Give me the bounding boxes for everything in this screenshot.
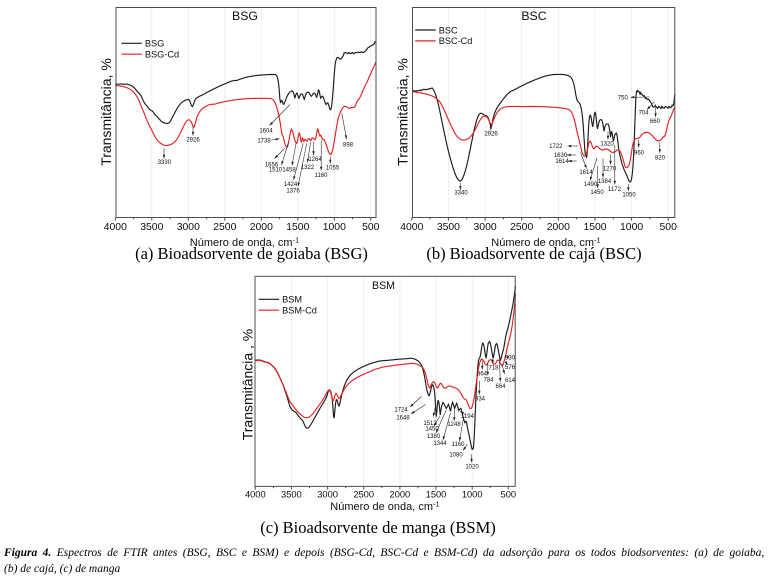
svg-text:2000: 2000	[547, 222, 570, 233]
svg-text:2926: 2926	[186, 138, 200, 144]
svg-text:1380: 1380	[427, 434, 441, 440]
svg-text:1376: 1376	[286, 189, 300, 195]
svg-text:1322: 1322	[301, 165, 315, 171]
svg-text:1722: 1722	[549, 144, 563, 150]
svg-text:3500: 3500	[140, 222, 163, 233]
svg-text:3330: 3330	[158, 160, 172, 166]
svg-text:1510: 1510	[269, 168, 283, 174]
svg-text:864: 864	[477, 372, 488, 378]
svg-text:BSC: BSC	[521, 9, 546, 23]
svg-text:934: 934	[475, 397, 486, 403]
svg-text:4000: 4000	[245, 489, 266, 499]
svg-text:BSM: BSM	[282, 295, 302, 305]
svg-text:576: 576	[505, 365, 516, 371]
svg-text:Número de onda, cm-1: Número de onda, cm-1	[491, 235, 600, 249]
svg-text:1424: 1424	[284, 182, 298, 188]
svg-text:1512: 1512	[423, 421, 437, 427]
svg-text:2926: 2926	[484, 132, 498, 138]
svg-text:4000: 4000	[104, 222, 127, 233]
svg-text:898: 898	[343, 143, 354, 149]
svg-text:Número de onda, cm-1: Número de onda, cm-1	[330, 499, 439, 513]
svg-text:1490: 1490	[584, 182, 598, 188]
svg-text:1500: 1500	[286, 222, 309, 233]
svg-text:960: 960	[634, 151, 645, 157]
svg-text:3340: 3340	[454, 191, 468, 197]
svg-text:BSM: BSM	[372, 280, 395, 292]
svg-text:Transmitância , %: Transmitância , %	[239, 329, 255, 441]
svg-text:1614: 1614	[579, 170, 593, 176]
svg-text:1500: 1500	[583, 222, 606, 233]
svg-text:1055: 1055	[326, 166, 340, 172]
svg-text:1458: 1458	[282, 168, 296, 174]
svg-text:1320: 1320	[600, 142, 614, 148]
svg-text:750: 750	[618, 96, 629, 102]
svg-text:1080: 1080	[449, 453, 463, 459]
svg-text:1450: 1450	[590, 190, 604, 196]
svg-text:3000: 3000	[177, 222, 200, 233]
svg-text:BSG: BSG	[145, 39, 164, 49]
svg-text:614: 614	[505, 378, 516, 384]
svg-text:BSG-Cd: BSG-Cd	[145, 50, 179, 60]
svg-text:BSM-Cd: BSM-Cd	[282, 306, 317, 316]
svg-text:1604: 1604	[259, 129, 273, 135]
svg-text:4000: 4000	[400, 222, 423, 233]
svg-text:1264: 1264	[308, 157, 322, 163]
svg-text:2500: 2500	[213, 222, 236, 233]
svg-text:1000: 1000	[620, 222, 643, 233]
svg-text:1000: 1000	[323, 222, 346, 233]
svg-text:1648: 1648	[396, 416, 410, 422]
svg-text:1194: 1194	[461, 414, 475, 420]
svg-text:500: 500	[501, 489, 517, 499]
svg-text:1656: 1656	[265, 163, 279, 169]
svg-text:2000: 2000	[390, 489, 411, 499]
svg-text:1172: 1172	[608, 187, 622, 193]
svg-text:1248: 1248	[447, 422, 461, 428]
svg-text:Transmitância, %: Transmitância, %	[98, 58, 114, 166]
svg-text:664: 664	[495, 384, 506, 390]
svg-text:500: 500	[362, 222, 380, 233]
svg-text:1384: 1384	[598, 179, 612, 185]
svg-text:1614: 1614	[555, 159, 569, 165]
svg-text:2000: 2000	[250, 222, 273, 233]
svg-text:3500: 3500	[437, 222, 460, 233]
svg-text:1000: 1000	[462, 489, 483, 499]
svg-text:530: 530	[505, 356, 516, 362]
svg-text:660: 660	[650, 119, 661, 125]
svg-text:3000: 3000	[474, 222, 497, 233]
svg-text:820: 820	[655, 156, 666, 162]
svg-text:Número de onda, cm-1: Número de onda, cm-1	[190, 235, 299, 249]
svg-text:704: 704	[639, 111, 650, 117]
svg-text:3500: 3500	[281, 489, 302, 499]
svg-text:1724: 1724	[394, 408, 408, 414]
svg-text:718: 718	[488, 366, 499, 372]
svg-text:1050: 1050	[622, 193, 636, 199]
svg-text:1160: 1160	[452, 442, 466, 448]
svg-text:1500: 1500	[426, 489, 447, 499]
svg-text:1630: 1630	[554, 153, 568, 159]
svg-text:1738: 1738	[257, 139, 271, 145]
svg-text:BSG: BSG	[232, 9, 258, 23]
svg-text:784: 784	[483, 378, 494, 384]
svg-text:1270: 1270	[603, 167, 617, 173]
svg-text:2500: 2500	[510, 222, 533, 233]
svg-text:3000: 3000	[317, 489, 338, 499]
svg-text:1450: 1450	[425, 427, 439, 433]
svg-text:500: 500	[660, 222, 678, 233]
svg-text:BSC-Cd: BSC-Cd	[439, 36, 473, 46]
svg-text:1020: 1020	[465, 465, 479, 471]
svg-text:2500: 2500	[353, 489, 374, 499]
svg-text:Transmitância, %: Transmitância, %	[394, 58, 410, 166]
svg-text:1344: 1344	[433, 441, 447, 447]
svg-text:1160: 1160	[315, 173, 329, 179]
svg-text:BSC: BSC	[439, 25, 458, 35]
